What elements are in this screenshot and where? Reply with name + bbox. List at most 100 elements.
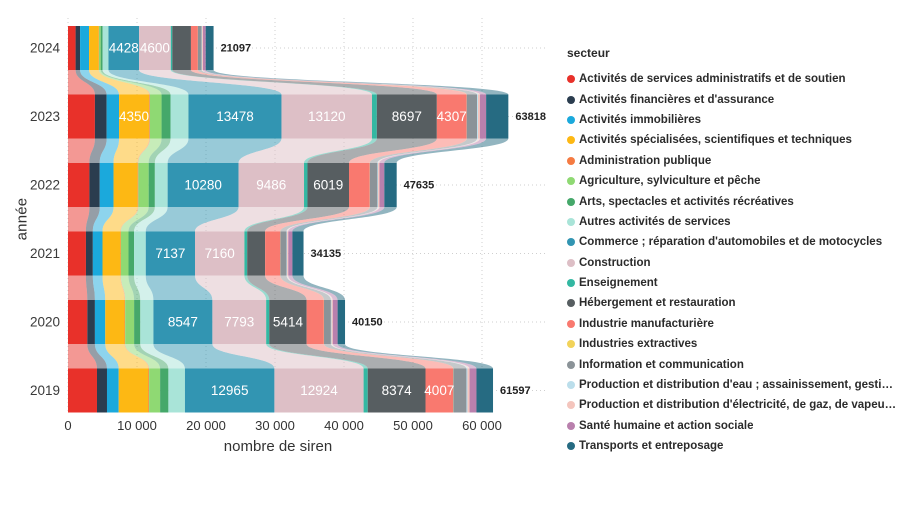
bar-segment[interactable] [85, 231, 93, 276]
legend-item[interactable]: Enseignement [567, 273, 897, 293]
bar-segment[interactable] [140, 300, 154, 344]
bar-segment[interactable] [476, 368, 494, 413]
bar-segment[interactable] [92, 231, 103, 276]
bar-segment[interactable] [170, 26, 173, 70]
bar-segment[interactable] [98, 26, 101, 70]
bar-segment[interactable] [363, 368, 368, 413]
bar-segment[interactable] [466, 368, 468, 413]
bar-segment[interactable] [379, 163, 385, 207]
bar-segment[interactable] [376, 94, 437, 139]
bar-segment[interactable] [137, 163, 139, 207]
legend-item[interactable]: Production et distribution d'électricité… [567, 395, 897, 415]
bar-segment[interactable] [425, 368, 454, 413]
legend-item[interactable]: Autres activités de services [567, 212, 897, 232]
bar-segment[interactable] [148, 368, 150, 413]
bar-segment[interactable] [119, 94, 150, 139]
legend-item[interactable]: Activités spécialisées, scientifiques et… [567, 130, 897, 150]
bar-segment[interactable] [274, 368, 364, 413]
bar-segment[interactable] [148, 163, 155, 207]
legend-item[interactable]: Agriculture, sylviculture et pêche [567, 171, 897, 191]
bar-segment[interactable] [172, 26, 191, 70]
bar-segment[interactable] [154, 163, 168, 207]
bar-segment[interactable] [378, 163, 380, 207]
bar-segment[interactable] [102, 231, 121, 276]
bar-segment[interactable] [160, 368, 169, 413]
bar-segment[interactable] [306, 300, 324, 344]
bar-segment[interactable] [106, 368, 119, 413]
legend-item[interactable]: Industries extractives [567, 334, 897, 354]
bar-segment[interactable] [167, 163, 239, 207]
bar-segment[interactable] [238, 163, 305, 207]
legend-item[interactable]: Transports et entreposage [567, 436, 897, 456]
bar-segment[interactable] [99, 163, 114, 207]
bar-segment[interactable] [304, 163, 308, 207]
bar-segment[interactable] [337, 300, 346, 344]
bar-segment[interactable] [247, 231, 266, 276]
bar-segment[interactable] [149, 94, 162, 139]
bar-segment[interactable] [477, 94, 478, 139]
bar-segment[interactable] [190, 26, 198, 70]
bar-segment[interactable] [330, 300, 332, 344]
bar-segment[interactable] [266, 300, 270, 344]
bar-segment[interactable] [125, 300, 135, 344]
bar-segment[interactable] [139, 26, 171, 70]
legend-item[interactable]: Activités financières et d'assurance [567, 89, 897, 109]
legend-item[interactable]: Production et distribution d'eau ; assai… [567, 375, 897, 395]
bar-segment[interactable] [68, 163, 90, 207]
bar-segment[interactable] [68, 94, 95, 139]
bar-segment[interactable] [87, 300, 95, 344]
bar-segment[interactable] [105, 300, 125, 344]
bar-segment[interactable] [161, 94, 171, 139]
bar-segment[interactable] [149, 368, 161, 413]
bar-segment[interactable] [286, 231, 288, 276]
bar-segment[interactable] [281, 94, 373, 139]
legend-item[interactable]: Santé humaine et action sociale [567, 416, 897, 436]
bar-segment[interactable] [106, 94, 120, 139]
bar-segment[interactable] [89, 26, 99, 70]
bar-segment[interactable] [128, 231, 135, 276]
bar-segment[interactable] [195, 231, 245, 276]
bar-segment[interactable] [288, 231, 293, 276]
bar-segment[interactable] [244, 231, 248, 276]
bar-segment[interactable] [384, 163, 397, 207]
bar-segment[interactable] [96, 368, 107, 413]
bar-segment[interactable] [479, 94, 487, 139]
bar-segment[interactable] [467, 368, 470, 413]
bar-segment[interactable] [80, 26, 90, 70]
bar-segment[interactable] [197, 26, 202, 70]
bar-segment[interactable] [94, 300, 106, 344]
bar-segment[interactable] [89, 163, 100, 207]
bar-segment[interactable] [331, 300, 333, 344]
bar-segment[interactable] [349, 163, 370, 207]
bar-segment[interactable] [202, 26, 206, 70]
bar-segment[interactable] [367, 368, 426, 413]
bar-segment[interactable] [68, 231, 86, 276]
bar-segment[interactable] [153, 300, 213, 344]
bar-segment[interactable] [138, 163, 149, 207]
legend-item[interactable]: Construction [567, 253, 897, 273]
legend-item[interactable]: Arts, spectacles et activités récréative… [567, 191, 897, 211]
legend-item[interactable]: Industrie manufacturière [567, 314, 897, 334]
bar-segment[interactable] [265, 231, 281, 276]
bar-segment[interactable] [100, 26, 103, 70]
bar-segment[interactable] [280, 231, 287, 276]
bar-segment[interactable] [68, 26, 76, 70]
bar-segment[interactable] [205, 26, 214, 70]
bar-segment[interactable] [134, 231, 146, 276]
bar-segment[interactable] [436, 94, 467, 139]
legend-item[interactable]: Hébergement et restauration [567, 293, 897, 313]
bar-segment[interactable] [184, 368, 275, 413]
bar-segment[interactable] [324, 300, 331, 344]
bar-segment[interactable] [68, 368, 97, 413]
bar-segment[interactable] [466, 94, 478, 139]
bar-segment[interactable] [102, 26, 109, 70]
bar-segment[interactable] [372, 94, 377, 139]
bar-segment[interactable] [124, 300, 126, 344]
bar-segment[interactable] [75, 26, 81, 70]
bar-segment[interactable] [118, 368, 149, 413]
bar-segment[interactable] [145, 231, 196, 276]
bar-segment[interactable] [477, 94, 480, 139]
legend-item[interactable]: Activités de services administratifs et … [567, 69, 897, 89]
legend-item[interactable]: Information et communication [567, 354, 897, 374]
bar-segment[interactable] [94, 94, 107, 139]
